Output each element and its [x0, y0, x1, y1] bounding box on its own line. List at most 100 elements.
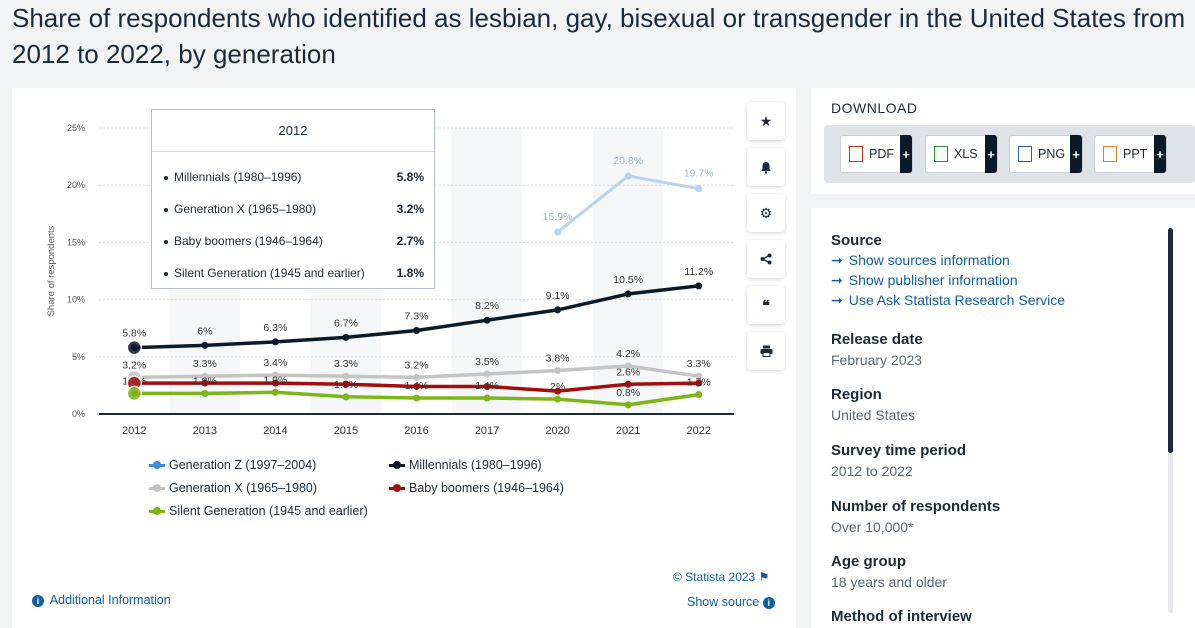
data-label: 3.4%: [263, 357, 287, 369]
legend-label: Generation X (1965–1980): [169, 481, 318, 495]
data-label: 7.3%: [405, 310, 429, 322]
scrollbar-thumb[interactable]: [1168, 228, 1173, 453]
legend-marker: [149, 484, 165, 493]
tooltip-row: Baby boomers (1946–1964) 2.7%: [152, 225, 434, 257]
download-png-button[interactable]: PNG +: [1009, 135, 1083, 173]
x-tick-label: 2014: [263, 425, 287, 437]
ask-statista-link[interactable]: ➞ Use Ask Statista Research Service: [831, 292, 1066, 308]
star-icon[interactable]: ★: [747, 102, 785, 140]
share-icon[interactable]: [747, 240, 785, 278]
download-panel: DOWNLOAD PDF + XLS + PNG + PPT +: [811, 88, 1195, 194]
highlight-marker: [126, 385, 143, 402]
legend-label: Millennials (1980–1996): [409, 458, 542, 472]
pdf-file-icon: [849, 146, 863, 162]
data-point: [342, 333, 350, 341]
legend-item[interactable]: Generation Z (1997–2004): [149, 458, 316, 472]
legend-item[interactable]: Millennials (1980–1996): [389, 458, 542, 472]
data-label: 19.7%: [684, 168, 714, 180]
region-section: Region United States: [831, 386, 916, 423]
data-point: [342, 372, 350, 380]
data-point: [201, 379, 209, 387]
series-dot: [164, 271, 168, 276]
legend-item[interactable]: Baby boomers (1946–1964): [389, 481, 564, 495]
tooltip-row-label: Millennials (1980–1996): [164, 161, 301, 193]
show-source-link[interactable]: Show source i: [687, 595, 778, 609]
source-section: Source ➞ Show sources information ➞ Show p…: [831, 232, 1161, 309]
legend-item[interactable]: Generation X (1965–1980): [149, 481, 317, 495]
tooltip-row-value: 2.7%: [396, 234, 424, 248]
show-publisher-link[interactable]: ➞ Show publisher information: [831, 272, 1018, 288]
tooltip-year: 2012: [152, 110, 434, 152]
data-label: 4.2%: [616, 348, 640, 360]
y-tick-label: 10%: [67, 295, 85, 305]
flag-icon: ⚑: [758, 570, 770, 584]
quote-icon[interactable]: ❝: [747, 286, 785, 324]
ppt-file-icon: [1103, 146, 1117, 162]
tooltip-row-label: Silent Generation (1945 and earlier): [164, 257, 365, 289]
download-pdf-button[interactable]: PDF +: [840, 135, 913, 173]
data-label: 1.4%: [475, 380, 499, 392]
y-tick-label: 5%: [72, 352, 85, 362]
data-point: [483, 316, 491, 324]
legend-item[interactable]: Silent Generation (1945 and earlier): [149, 504, 368, 518]
download-ppt-button[interactable]: PPT +: [1094, 135, 1167, 173]
tooltip-row: Millennials (1980–1996) 5.8%: [152, 161, 434, 193]
data-point: [554, 395, 562, 403]
data-point: [342, 393, 350, 401]
data-label: 6.7%: [334, 317, 358, 329]
tooltip-row-label: Baby boomers (1946–1964): [164, 225, 323, 257]
x-tick-label: 2015: [334, 425, 358, 437]
data-label: 11.2%: [684, 266, 713, 278]
data-point: [271, 388, 279, 396]
data-point: [624, 401, 632, 409]
data-label: 20.8%: [613, 155, 643, 167]
data-point: [413, 326, 420, 334]
data-label: 6.3%: [263, 322, 287, 334]
x-tick-label: 2012: [122, 425, 146, 437]
info-icon: i: [32, 594, 44, 607]
x-tick-label: 2021: [616, 425, 640, 437]
data-point: [413, 373, 420, 381]
data-point: [271, 379, 279, 387]
data-label: 3.3%: [334, 358, 358, 370]
legend-label: Baby boomers (1946–1964): [409, 481, 564, 495]
data-label: 1.4%: [405, 380, 429, 392]
copyright[interactable]: © Statista 2023 ⚑: [673, 570, 770, 584]
data-point: [201, 372, 209, 380]
data-point: [271, 371, 279, 379]
download-xls-button[interactable]: XLS +: [925, 135, 998, 173]
column-band: [451, 128, 523, 414]
x-tick-label: 2022: [686, 425, 710, 437]
data-point: [271, 338, 279, 346]
data-label: 3.2%: [122, 359, 146, 371]
legend-marker: [389, 461, 405, 470]
data-point: [695, 372, 703, 380]
info-icon: i: [762, 596, 775, 609]
chart-card: 0% 5% 10% 15% 20% 25% Share of respondents 2012…: [12, 88, 796, 628]
data-label: 1.8%: [193, 375, 217, 387]
show-sources-link[interactable]: ➞ Show sources information: [831, 252, 1010, 268]
chart-tooltip: 2012 Millennials (1980–1996) 5.8% Generati…: [151, 109, 435, 289]
additional-information-link[interactable]: i Additional Information: [32, 593, 171, 607]
data-point: [695, 391, 703, 399]
legend-marker: [149, 461, 165, 470]
gear-icon[interactable]: ⚙: [747, 194, 785, 232]
x-tick-label: 2016: [404, 425, 428, 437]
bell-icon[interactable]: [747, 148, 785, 186]
data-point: [695, 379, 703, 387]
data-point: [624, 362, 632, 370]
data-point: [483, 370, 491, 378]
data-label: 5.8%: [122, 328, 146, 340]
data-point: [695, 185, 703, 193]
data-point: [413, 394, 420, 402]
tooltip-row-value: 5.8%: [396, 170, 424, 184]
xls-file-icon: [934, 146, 948, 162]
data-label: 3.2%: [405, 359, 429, 371]
png-file-icon: [1018, 146, 1032, 162]
data-label: 3.8%: [546, 353, 570, 365]
print-icon[interactable]: [747, 332, 785, 370]
statistic-details-panel: Source ➞ Show sources information ➞ Show p…: [811, 208, 1195, 628]
data-label: 3.3%: [193, 358, 217, 370]
data-label: 3.3%: [687, 358, 711, 370]
data-label: 2%: [550, 381, 565, 393]
